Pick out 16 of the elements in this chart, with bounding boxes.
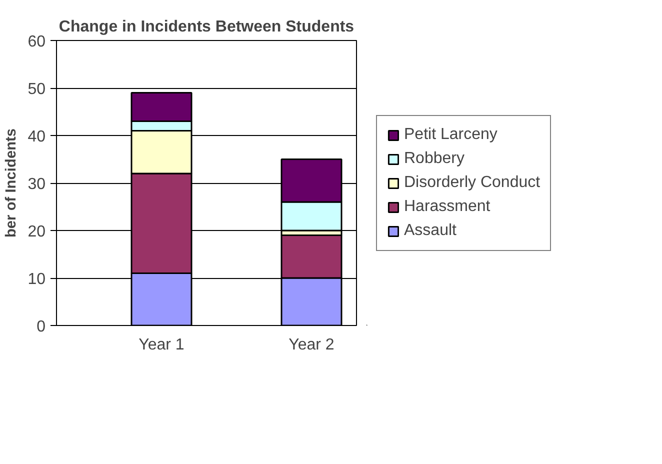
y-axis-title: ber of Incidents — [4, 128, 20, 238]
y-tick-label: 30 — [28, 176, 46, 193]
x-tick-label: Year 2 — [288, 336, 334, 354]
y-tick-label: 0 — [36, 318, 46, 336]
y-tick-label: 60 — [28, 34, 46, 50]
y-tick-label: 20 — [28, 224, 46, 240]
legend-label: Robbery — [404, 150, 464, 168]
legend-label: Assault — [404, 222, 456, 240]
legend-label: Petit Larceny — [404, 126, 498, 144]
y-tick-label: 50 — [28, 81, 46, 98]
chart-title: Change in Incidents Between Students — [58, 18, 354, 36]
y-tick-label: 10 — [28, 271, 46, 288]
y-tick-label: 40 — [28, 128, 46, 146]
x-tick-label: Year 1 — [138, 336, 184, 354]
legend-label: Disorderly Conduct — [404, 174, 540, 192]
legend-label: Harassment — [404, 198, 490, 216]
